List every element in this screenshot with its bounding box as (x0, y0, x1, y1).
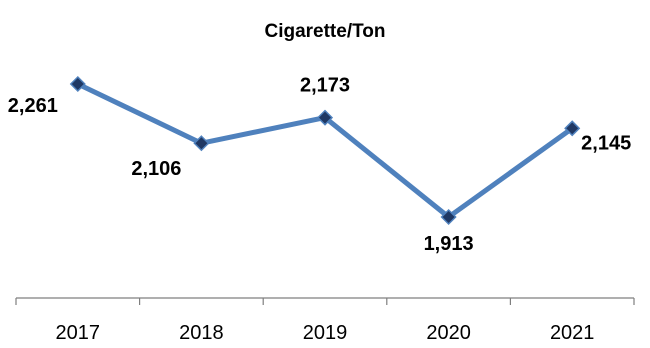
data-point-marker (564, 120, 581, 137)
data-point-marker (440, 208, 457, 226)
data-label: 1,913 (424, 233, 474, 255)
data-point-marker (193, 135, 210, 152)
data-label: 2,261 (8, 95, 58, 117)
series-line (75, 81, 575, 220)
x-tick-label: 2020 (426, 322, 471, 344)
data-point-marker (316, 109, 334, 126)
x-axis-ticks (15, 298, 635, 305)
x-tick-label: 2019 (303, 322, 348, 344)
x-axis-tick-labels: 2017 2018 2019 2020 2021 (56, 322, 595, 344)
data-label: 2,106 (131, 158, 181, 180)
data-point-marker (69, 75, 86, 93)
data-labels: 2,261 2,106 2,173 1,913 2,145 (8, 75, 631, 255)
data-label: 2,145 (581, 132, 631, 154)
series-markers (69, 75, 581, 226)
x-tick-label: 2021 (550, 322, 595, 344)
chart-title: Cigarette/Ton (264, 21, 385, 42)
x-tick-label: 2018 (179, 322, 224, 344)
data-label: 2,173 (300, 75, 350, 97)
x-tick-label: 2017 (56, 322, 101, 344)
